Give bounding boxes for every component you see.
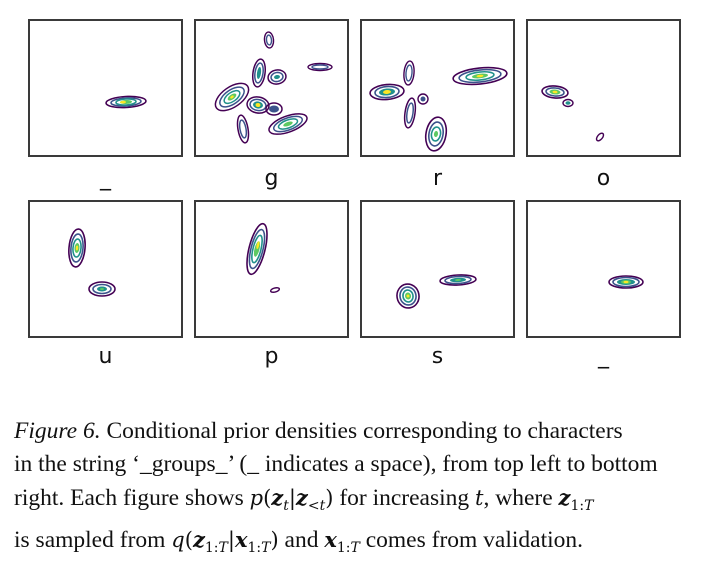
density-panel-8 [526,200,681,338]
panel-label-3: r [432,166,443,191]
density-blob [214,82,250,112]
density-blob [251,58,267,88]
density-blob [267,69,287,85]
math-conditional-prior: p(zt|z<t) [249,485,334,515]
density-blob [562,98,574,108]
math-t: t [475,486,484,510]
density-blob [369,83,405,101]
caption-text-1: Conditional prior densities correspondin… [100,418,623,444]
density-blob [236,114,250,144]
density-blob [541,85,569,99]
density-panel-3 [360,19,515,157]
density-blob [403,60,415,86]
caption-line-4: is sampled from q(z1:T|x1:T) and x1:T co… [14,523,709,565]
density-blob [265,102,283,116]
density-blob [608,275,644,289]
caption-text-3a: right. Each figure shows [14,485,250,511]
panel-label-1: _ [100,166,111,191]
density-blob [268,113,308,135]
density-panel-5 [28,200,183,338]
caption-line-1: Figure 6. Conditional prior densities co… [14,415,709,448]
density-blob [439,274,477,286]
caption-line-2: in the string ‘_groups_’ (_ indicates a … [14,451,658,477]
figure-grid: _ [28,19,681,369]
density-blob [403,97,417,129]
density-panel-1 [28,19,183,157]
density-panel-7 [360,200,515,338]
figure-label: Figure 6. [14,418,101,444]
density-blob [68,228,86,268]
density-blob [452,66,508,86]
caption-text-3c: , where [483,485,559,511]
density-blob [246,222,268,276]
density-panel-2 [194,19,349,157]
panel-label-4: o [596,166,611,191]
density-blob [396,283,420,309]
panel-label-6: p [264,344,279,369]
density-blob [246,96,270,114]
panel-label-8: _ [598,344,609,369]
caption-text-4a: is sampled from [14,527,172,554]
density-blob [269,287,281,293]
density-blob [88,281,116,297]
panel-label-2: g [264,166,279,191]
density-blob [595,132,605,142]
density-blob [417,93,429,105]
caption-text-4c: comes from validation. [359,527,584,554]
panel-label-5: u [98,344,113,369]
math-z-sequence: z1:T [558,485,594,515]
density-panel-4 [526,19,681,157]
panel-label-7: s [431,344,444,369]
figure-caption: Figure 6. Conditional prior densities co… [14,415,709,565]
density-blob [105,95,147,109]
density-blob [263,31,275,49]
density-panel-6 [194,200,349,338]
caption-line-3: right. Each figure shows p(zt|z<t) for i… [14,481,709,523]
caption-text-3b: for increasing [333,485,476,511]
density-blob [424,116,448,152]
density-blob [307,62,333,72]
caption-text-4b: and [278,527,325,554]
